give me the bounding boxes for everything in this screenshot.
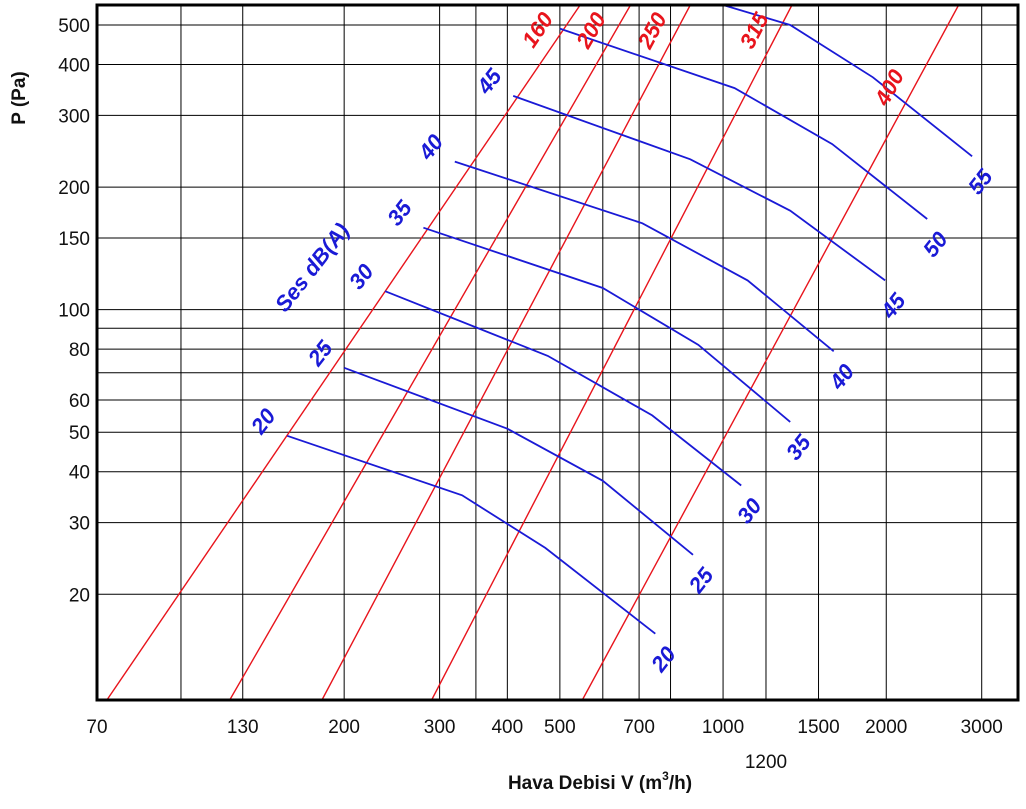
size-line-200 <box>229 5 632 700</box>
y-tick-label: 60 <box>69 391 90 412</box>
x-axis-title-main: Hava Debisi V (m <box>508 773 662 794</box>
plot-labels: 160 200 250 3154002025303540452025303540455… <box>245 7 998 677</box>
noise-end-label: 35 <box>781 429 816 464</box>
size-line-400 <box>581 5 960 700</box>
x-axis-title: Hava Debisi V (m3/h) <box>508 769 692 794</box>
size-line-315 <box>431 5 793 700</box>
plot-frame <box>95 3 1020 702</box>
noise-start-label: 25 <box>302 335 338 371</box>
size-line-250 <box>321 5 691 700</box>
noise-curve-35 <box>423 226 791 423</box>
y-axis-title: P (Pa) <box>9 71 30 125</box>
noise-start-label: 20 <box>245 403 281 439</box>
y-tick-label: 40 <box>69 463 90 484</box>
plot-series <box>106 5 973 700</box>
y-tick-label: 80 <box>69 340 90 361</box>
y-tick-label: 30 <box>69 514 90 535</box>
y-tick-label: 200 <box>58 178 90 199</box>
noise-start-label: 30 <box>344 259 379 294</box>
x-tick-label: 1500 <box>797 717 839 738</box>
x-tick-label: 200 <box>328 717 360 738</box>
noise-curve-30 <box>384 290 742 487</box>
noise-curve-25 <box>343 366 694 556</box>
x-axis-title-tail: /h) <box>669 773 692 794</box>
noise-start-label: 35 <box>382 195 417 230</box>
noise-end-label: 40 <box>824 359 860 395</box>
x-tick-label: 400 <box>491 717 523 738</box>
size-label: 400 <box>869 65 909 111</box>
noise-curve-50 <box>559 27 928 220</box>
noise-end-label: 50 <box>918 226 953 261</box>
x-tick-label: 130 <box>227 717 259 738</box>
noise-curve-45 <box>512 95 886 282</box>
x-tick-label: 70 <box>86 717 107 738</box>
size-line-160 <box>106 5 581 700</box>
noise-end-label: 20 <box>645 641 681 677</box>
y-tick-label: 500 <box>58 16 90 37</box>
noise-end-label: 55 <box>963 164 998 199</box>
size-label: 200 <box>571 7 612 53</box>
x-tick-label: 1000 <box>702 717 744 738</box>
noise-axis-title: Ses dB(A) <box>270 218 354 316</box>
noise-start-label: 45 <box>471 63 507 99</box>
noise-end-label: 25 <box>683 562 719 598</box>
noise-start-label: 40 <box>413 129 449 165</box>
y-tick-label: 20 <box>69 585 90 606</box>
x-tick-label: 500 <box>544 717 576 738</box>
y-tick-label: 150 <box>58 229 90 250</box>
y-tick-label: 100 <box>58 301 90 322</box>
noise-curve-55 <box>722 5 973 158</box>
x-axis-title-sup: 3 <box>662 769 669 783</box>
noise-curve-40 <box>454 160 835 352</box>
noise-curve-20 <box>286 434 656 635</box>
y-tick-label: 300 <box>58 106 90 127</box>
x-tick-label: 2000 <box>865 717 907 738</box>
noise-end-label: 45 <box>875 288 911 324</box>
grid <box>96 5 1018 700</box>
size-label: 315 <box>735 8 774 53</box>
x-tick-label: 300 <box>424 717 456 738</box>
x-tick-label: 700 <box>623 717 655 738</box>
x-tick-label: 1200 <box>745 752 787 773</box>
size-label: 250 <box>632 8 672 54</box>
y-tick-label: 400 <box>58 56 90 77</box>
y-tick-label: 50 <box>69 423 90 444</box>
x-tick-label: 3000 <box>961 717 1003 738</box>
